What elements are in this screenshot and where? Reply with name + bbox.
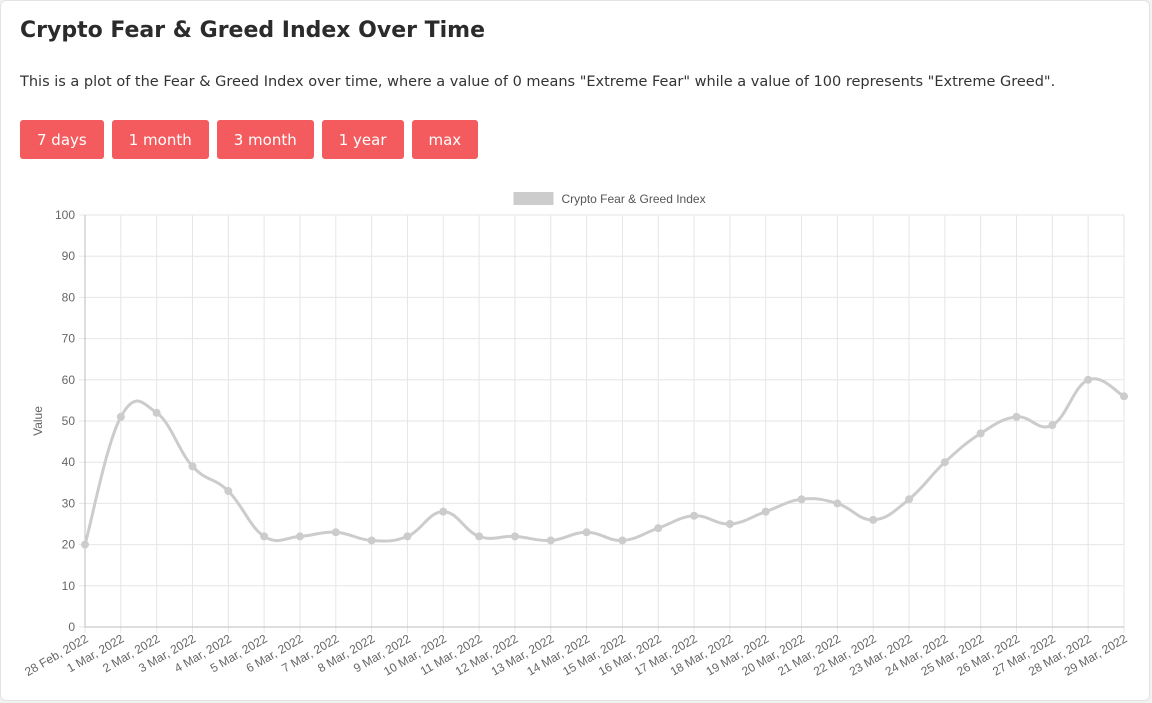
y-tick-label: 50 xyxy=(62,414,76,428)
y-tick-label: 100 xyxy=(55,208,75,222)
y-tick-label: 0 xyxy=(68,620,75,634)
data-point[interactable] xyxy=(403,532,412,541)
data-point[interactable] xyxy=(833,499,842,508)
data-point[interactable] xyxy=(761,507,770,516)
data-point[interactable] xyxy=(546,536,555,545)
data-point[interactable] xyxy=(510,532,519,541)
data-point[interactable] xyxy=(116,412,125,421)
data-point[interactable] xyxy=(976,429,985,438)
data-point[interactable] xyxy=(1120,392,1128,401)
y-tick-label: 70 xyxy=(62,332,76,346)
y-tick-label: 90 xyxy=(62,249,76,263)
data-point[interactable] xyxy=(81,540,89,549)
data-point[interactable] xyxy=(260,532,269,541)
y-tick-label: 30 xyxy=(62,496,76,510)
data-point[interactable] xyxy=(224,487,233,496)
range-1-month-button[interactable]: 1 month xyxy=(111,120,209,159)
data-point[interactable] xyxy=(654,524,663,533)
range-1-year-button[interactable]: 1 year xyxy=(321,120,404,159)
data-point[interactable] xyxy=(188,462,197,471)
series-line xyxy=(83,377,1125,546)
y-tick-label: 20 xyxy=(62,538,76,552)
chart-grid xyxy=(79,214,1125,633)
data-point[interactable] xyxy=(475,532,484,541)
data-point[interactable] xyxy=(295,532,304,541)
data-point[interactable] xyxy=(1084,375,1093,384)
data-point[interactable] xyxy=(1012,412,1021,421)
range-7-days-button[interactable]: 7 days xyxy=(20,120,104,159)
data-point[interactable] xyxy=(905,495,914,504)
data-point[interactable] xyxy=(690,511,699,520)
chart-series xyxy=(81,375,1128,549)
range-3-month-button[interactable]: 3 month xyxy=(216,120,314,159)
data-point[interactable] xyxy=(869,515,878,524)
data-point[interactable] xyxy=(367,536,376,545)
legend-swatch[interactable] xyxy=(513,192,554,205)
data-point[interactable] xyxy=(582,528,591,537)
data-point[interactable] xyxy=(439,507,448,516)
data-point[interactable] xyxy=(618,536,627,545)
data-point[interactable] xyxy=(1048,421,1057,430)
y-tick-label: 40 xyxy=(62,455,76,469)
page-title: Crypto Fear & Greed Index Over Time xyxy=(20,18,486,43)
legend-label[interactable]: Crypto Fear & Greed Index xyxy=(562,192,706,206)
y-tick-label: 80 xyxy=(62,290,76,304)
chart-legend: Crypto Fear & Greed Index xyxy=(513,192,706,206)
y-tick-label: 60 xyxy=(62,373,76,387)
data-point[interactable] xyxy=(797,495,806,504)
data-point[interactable] xyxy=(152,408,161,417)
page-description: This is a plot of the Fear & Greed Index… xyxy=(20,74,1056,90)
y-axis-title: Value xyxy=(31,406,45,436)
data-point[interactable] xyxy=(940,458,949,467)
range-button-group: 7 days 1 month 3 month 1 year max xyxy=(20,120,479,159)
y-tick-label: 10 xyxy=(62,579,76,593)
data-point[interactable] xyxy=(725,520,734,528)
range-max-button[interactable]: max xyxy=(411,120,479,159)
data-point[interactable] xyxy=(331,528,340,537)
